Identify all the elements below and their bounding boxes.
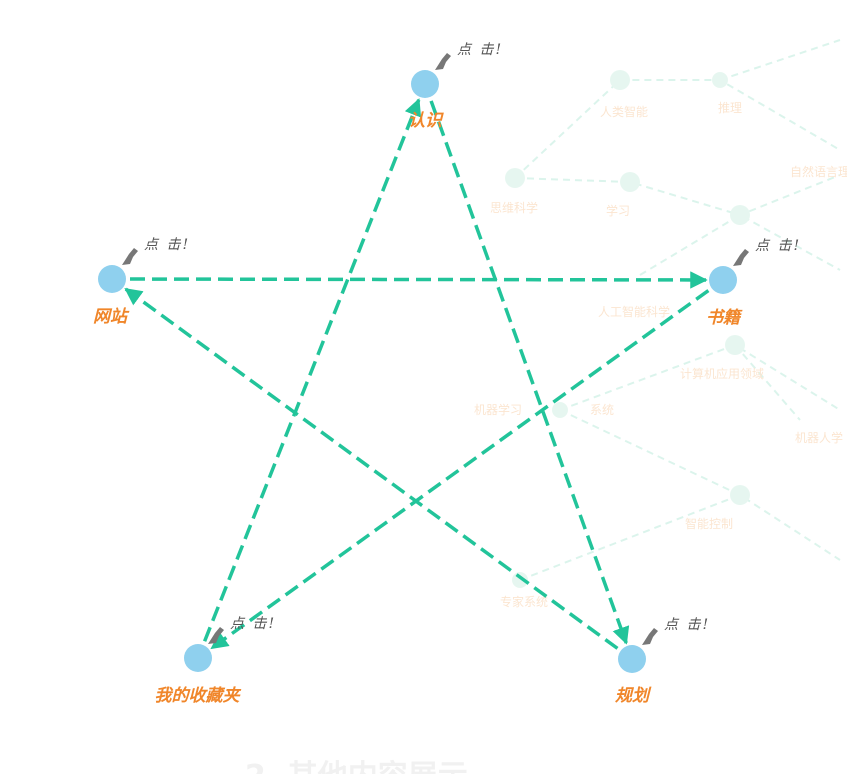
edges [124, 98, 710, 650]
click-hint: 点 击! [664, 617, 710, 633]
bg-label: 系统 [590, 403, 614, 417]
node-circle[interactable] [98, 265, 126, 293]
edge-wangzhan-to-shuji [129, 271, 708, 289]
edge-shoucang-to-renshi [202, 98, 422, 642]
node-circle[interactable] [709, 266, 737, 294]
node-label: 认识 [408, 111, 444, 131]
edge-guihua-to-wangzhan [124, 287, 619, 650]
bg-label: 计算机应用领域 [680, 366, 764, 381]
bg-label: 机器人学 [795, 430, 843, 445]
node-label: 我的收藏夹 [155, 686, 242, 706]
pointer-icon [733, 249, 749, 266]
node-renshi[interactable]: 点 击! 认识 [408, 42, 503, 131]
pointer-icon [208, 627, 224, 644]
click-hint: 点 击! [144, 237, 190, 253]
node-shuji[interactable]: 点 击! 书籍 [706, 238, 801, 328]
edge-renshi-to-guihua [429, 100, 630, 645]
bg-label: 人工智能科学 [598, 304, 670, 319]
bg-label: 智能控制 [685, 516, 733, 531]
click-hint: 点 击! [755, 238, 801, 254]
node-circle[interactable] [184, 644, 212, 672]
bg-label: 思维科学 [490, 200, 538, 215]
pointer-icon [642, 628, 658, 645]
bg-label: 推理 [718, 101, 742, 115]
node-circle[interactable] [411, 70, 439, 98]
bg-label: 自然语言理 [790, 164, 847, 179]
node-wangzhan[interactable]: 点 击! 网站 [93, 237, 190, 327]
node-shoucang[interactable]: 点 击! 我的收藏夹 [155, 616, 277, 706]
footer-text: 2. 其他内容展示 [245, 759, 468, 774]
bg-label: 专家系统 [500, 594, 548, 609]
bg-label: 机器学习 [474, 402, 522, 417]
edge-shuji-to-shoucang [210, 289, 710, 650]
pointer-icon [435, 53, 451, 70]
bg-label: 人类智能 [600, 104, 648, 119]
pointer-icon [122, 248, 138, 265]
bg-label: 学习 [606, 203, 630, 218]
node-label: 规划 [615, 686, 652, 706]
node-label: 书籍 [706, 308, 743, 328]
click-hint: 点 击! [457, 42, 503, 58]
node-circle[interactable] [618, 645, 646, 673]
node-guihua[interactable]: 点 击! 规划 [615, 617, 710, 706]
node-label: 网站 [93, 307, 130, 327]
click-hint: 点 击! [230, 616, 276, 632]
background-mindmap: 人类智能 推理 思维科学 自然语言理 学习 人工智能科学 机器学习 系统 计算机… [245, 39, 847, 774]
